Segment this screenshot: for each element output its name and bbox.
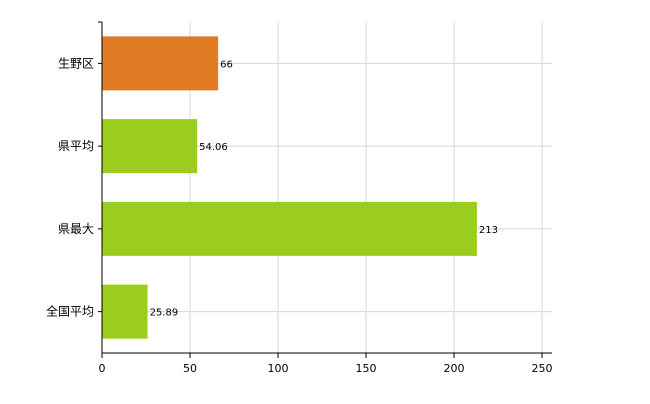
category-label: 全国平均 [46, 304, 94, 319]
x-tick-label: 200 [444, 362, 465, 375]
data-label: 54.06 [199, 142, 228, 153]
data-label: 25.89 [150, 308, 179, 319]
x-tick-label: 250 [532, 362, 553, 375]
bars [102, 36, 477, 339]
bar [102, 36, 219, 91]
data-label: 66 [220, 59, 233, 70]
x-tick-label: 150 [356, 362, 377, 375]
category-label: 生野区 [58, 56, 94, 70]
data-label: 213 [479, 225, 498, 236]
category-label: 県最大 [58, 222, 94, 236]
bar [102, 201, 477, 256]
x-tick-label: 0 [99, 362, 106, 375]
bar [102, 119, 198, 174]
axes [98, 21, 552, 358]
bar [102, 284, 148, 339]
x-tick-label: 50 [183, 362, 197, 375]
category-label: 県平均 [58, 139, 94, 153]
x-tick-label: 100 [268, 362, 289, 375]
